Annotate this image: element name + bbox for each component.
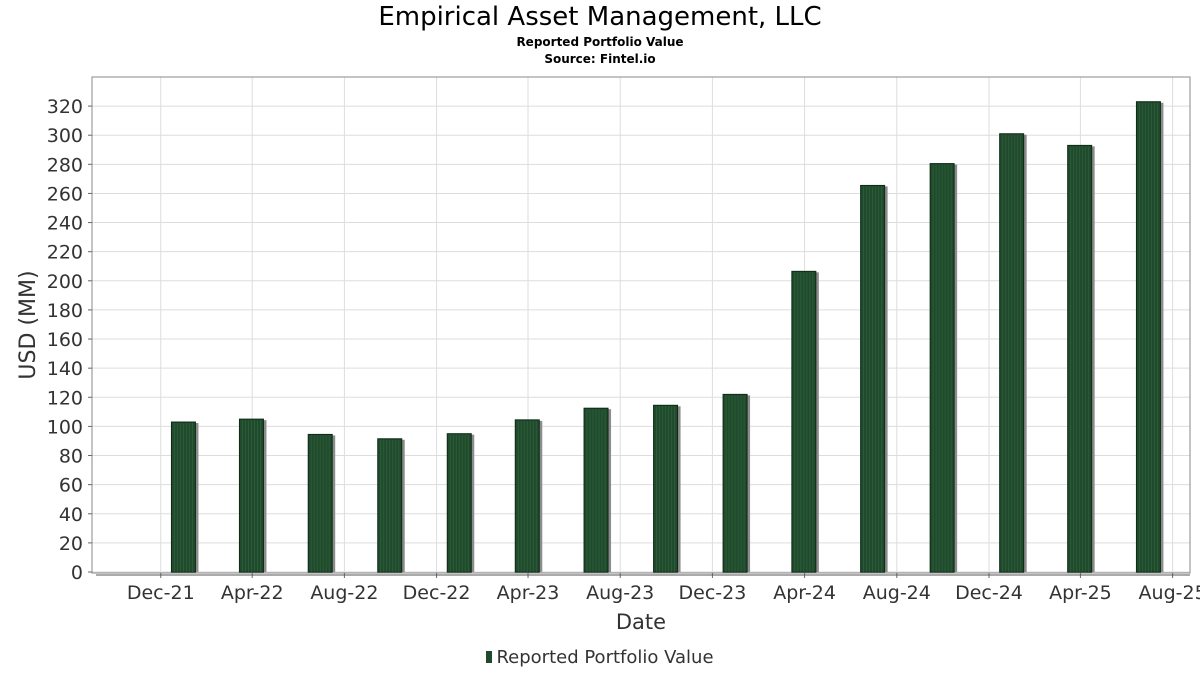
legend-label: Reported Portfolio Value [496,647,714,668]
bar [1067,144,1095,573]
bar [722,393,751,573]
y-tick-label: 140 [47,358,83,380]
tick-labels: 0 20 40 60 80 100 120 140 160 180 200 220 240 260 280 3… [47,96,1200,604]
bar [514,419,543,573]
axes [88,105,1190,578]
x-tick-label: Apr-24 [773,582,836,604]
y-tick-label: 20 [59,533,83,555]
bar [238,418,267,573]
bar [377,438,405,573]
y-tick-label: 260 [47,183,83,205]
bar [583,407,612,573]
bar [170,421,199,573]
bar [653,404,681,573]
y-tick-label: 220 [47,242,83,264]
bar [929,163,958,573]
y-tick-label: 200 [47,271,83,293]
y-tick-label: 280 [47,154,83,176]
plot-area [91,76,1191,574]
x-tick-label: Aug-25 [1139,582,1200,604]
bars [170,101,1164,573]
chart-subtitle: Reported Portfolio Value [516,35,684,49]
x-tick-label: Dec-21 [127,582,195,604]
bar [446,433,475,573]
bar [860,184,888,573]
y-tick-label: 320 [47,96,83,118]
legend-swatch-icon [486,651,493,663]
y-axis-label: USD (MM) [16,270,41,379]
x-tick-label: Dec-23 [679,582,747,604]
bar [791,270,819,573]
y-tick-label: 160 [47,329,83,351]
x-tick-label: Apr-22 [221,582,284,604]
y-tick-label: 240 [47,213,83,235]
x-tick-label: Aug-24 [863,582,931,604]
y-tick-label: 100 [47,416,83,438]
bar [307,433,336,573]
x-axis-label: Date [616,610,666,634]
chart-source: Source: Fintel.io [544,52,656,66]
x-tick-label: Dec-22 [403,582,471,604]
legend: Reported Portfolio Value [0,647,1200,668]
x-tick-label: Aug-22 [310,582,378,604]
y-tick-label: 180 [47,300,83,322]
y-tick-label: 60 [59,475,83,497]
y-tick-label: 120 [47,387,83,409]
bar [999,133,1027,573]
y-tick-label: 80 [59,446,83,468]
x-tick-label: Dec-24 [955,582,1023,604]
y-tick-label: 300 [47,125,83,147]
y-tick-label: 0 [71,562,83,584]
bar [1135,101,1164,573]
x-tick-label: Aug-23 [586,582,654,604]
x-tick-label: Apr-25 [1049,582,1112,604]
y-tick-label: 40 [59,504,83,526]
x-tick-label: Apr-23 [497,582,560,604]
chart-title: Empirical Asset Management, LLC [378,2,822,32]
